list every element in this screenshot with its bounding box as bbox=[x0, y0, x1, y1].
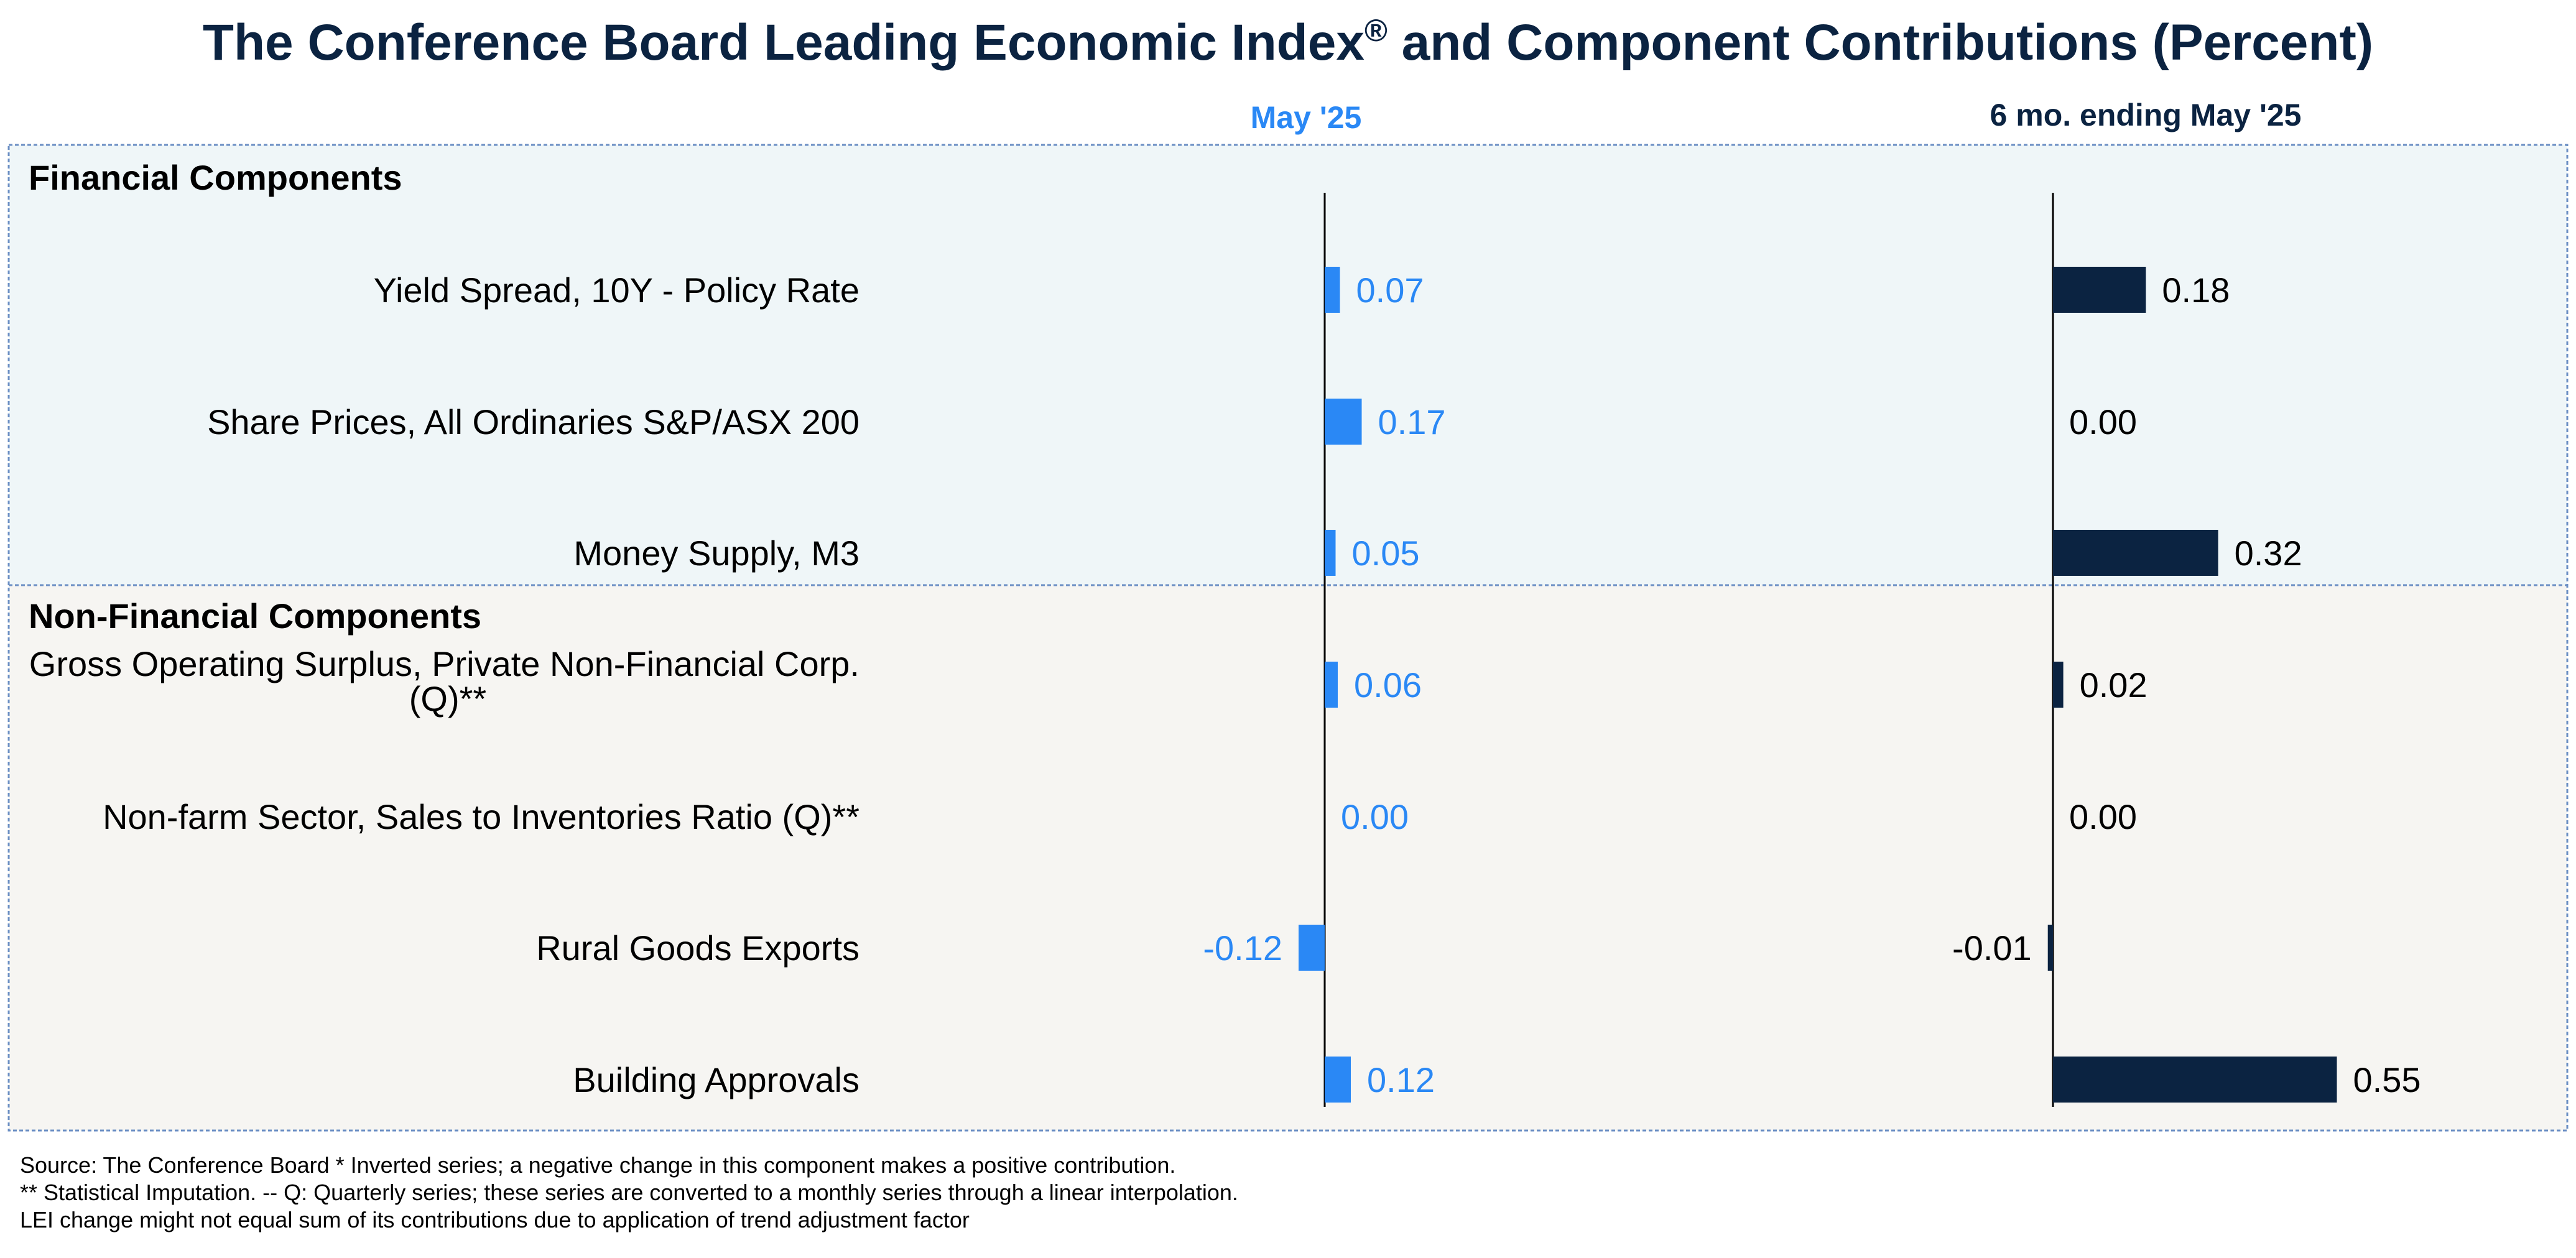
category-labels: Yield Spread, 10Y - Policy Rate Share Pri… bbox=[29, 271, 859, 1099]
month-bar bbox=[1299, 925, 1325, 971]
category-label: Money Supply, M3 bbox=[573, 534, 859, 573]
six-month-value-label: 0.18 bbox=[2162, 271, 2230, 310]
category-label: Gross Operating Surplus, Private Non-Fin… bbox=[29, 644, 859, 718]
category-label: Rural Goods Exports bbox=[536, 928, 859, 968]
six-month-value-label: 0.00 bbox=[2069, 797, 2137, 836]
six-month-value-label: 0.02 bbox=[2080, 665, 2147, 705]
six-month-value-label: 0.55 bbox=[2353, 1060, 2421, 1099]
six-month-bar bbox=[2053, 662, 2064, 708]
six-month-bar bbox=[2053, 267, 2146, 313]
month-bar bbox=[1325, 530, 1336, 576]
six-month-bar bbox=[2047, 925, 2053, 971]
category-label: Non-farm Sector, Sales to Inventories Ra… bbox=[103, 797, 859, 836]
month-value-label: 0.12 bbox=[1367, 1060, 1435, 1099]
chart-title-registered-mark: ® bbox=[1364, 13, 1388, 48]
column-header-month: May '25 bbox=[1251, 100, 1362, 135]
six-month-bar bbox=[2053, 1057, 2337, 1103]
month-value-label: 0.07 bbox=[1356, 271, 1424, 310]
six-month-value-label: 0.32 bbox=[2235, 534, 2302, 573]
nonfinancial-section-background bbox=[9, 585, 2567, 1131]
chart-title-rest: and Component Contributions (Percent) bbox=[1388, 14, 2373, 71]
six-month-value-label: 0.00 bbox=[2069, 402, 2137, 442]
month-bar bbox=[1325, 1057, 1351, 1103]
month-value-label: 0.05 bbox=[1352, 534, 1420, 573]
category-label: Yield Spread, 10Y - Policy Rate bbox=[374, 271, 859, 310]
month-value-label: -0.12 bbox=[1203, 928, 1282, 968]
chart-title-main: The Conference Board Leading Economic In… bbox=[203, 14, 1364, 71]
financial-section-background bbox=[9, 145, 2567, 585]
month-bar bbox=[1325, 662, 1338, 708]
six-month-bars: 0.18 0.00 0.32 0.02 0.00 -0.01 0.55 bbox=[1952, 267, 2421, 1103]
category-label-line: (Q)** bbox=[409, 679, 486, 718]
column-header-six-month: 6 mo. ending May '25 bbox=[1990, 98, 2302, 132]
month-value-label: 0.17 bbox=[1378, 402, 1446, 442]
category-label: Share Prices, All Ordinaries S&P/ASX 200 bbox=[207, 402, 859, 442]
footnote-source: Source: The Conference Board * Inverted … bbox=[20, 1152, 1175, 1178]
chart-border bbox=[7, 144, 2569, 1132]
month-bar bbox=[1325, 399, 1362, 445]
category-label: Building Approvals bbox=[573, 1060, 859, 1099]
month-value-label: 0.06 bbox=[1354, 665, 1422, 705]
six-month-value-label: -0.01 bbox=[1952, 928, 2032, 968]
category-label-line: Gross Operating Surplus, Private Non-Fin… bbox=[29, 644, 859, 683]
footnote-imputation: ** Statistical Imputation. -- Q: Quarter… bbox=[20, 1180, 1238, 1205]
footnote-trend: LEI change might not equal sum of its co… bbox=[20, 1207, 970, 1233]
six-month-bar bbox=[2053, 530, 2218, 576]
chart-title: The Conference Board Leading Economic In… bbox=[203, 13, 2373, 71]
month-bar bbox=[1325, 267, 1340, 313]
section-heading-nonfinancial: Non-Financial Components bbox=[29, 596, 481, 636]
month-bars: 0.07 0.17 0.05 0.06 0.00 -0.12 0.12 bbox=[1203, 267, 1446, 1103]
section-heading-financial: Financial Components bbox=[29, 158, 402, 197]
month-value-label: 0.00 bbox=[1341, 797, 1409, 836]
